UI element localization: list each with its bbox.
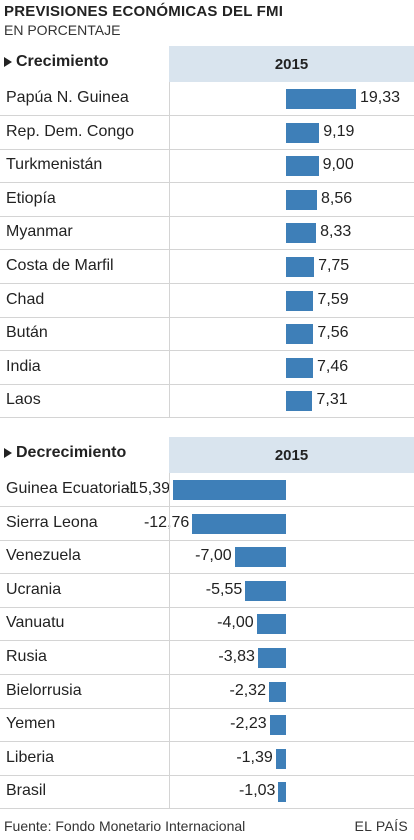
- table-row: Papúa N. Guinea 19,33: [0, 82, 414, 116]
- bar: [286, 290, 314, 311]
- value-label: -1,39: [236, 748, 273, 766]
- decline-divider: [169, 473, 170, 809]
- triangle-icon: [4, 448, 12, 458]
- country-label: India: [6, 357, 41, 375]
- bar: [278, 782, 286, 803]
- growth-label: Crecimiento: [4, 53, 108, 71]
- table-row: Yemen -2,23: [0, 708, 414, 743]
- table-row: Ucrania -5,55: [0, 574, 414, 608]
- chart-title: PREVISIONES ECONÓMICAS DEL FMI: [4, 3, 284, 20]
- table-row: Liberia -1,39: [0, 742, 414, 776]
- bar: [173, 480, 286, 500]
- country-label: Sierra Leona: [6, 513, 98, 531]
- bar: [245, 580, 286, 601]
- value-label: -12,76: [143, 513, 190, 531]
- value-label: -7,00: [195, 547, 232, 565]
- bar: [286, 122, 320, 143]
- value-label: 8,56: [320, 189, 353, 207]
- table-row: Bután 7,56: [0, 317, 414, 352]
- bar: [192, 513, 286, 534]
- table-row: Guinea Ecuatorial -15,39: [0, 473, 414, 507]
- bar: [275, 748, 286, 769]
- country-label: Rusia: [6, 648, 47, 665]
- country-label: Myanmar: [6, 223, 73, 241]
- table-row: Vanuatu -4,00: [0, 607, 414, 642]
- bar: [286, 257, 315, 277]
- growth-title: Crecimiento: [16, 53, 109, 70]
- chart-subtitle: EN PORCENTAJE: [4, 22, 121, 38]
- country-label: Venezuela: [6, 547, 81, 565]
- table-row: Bielorrusia -2,32: [0, 675, 414, 709]
- country-label: Guinea Ecuatorial: [6, 480, 134, 497]
- country-label: Costa de Marfil: [6, 257, 114, 274]
- country-label: Rep. Dem. Congo: [6, 122, 135, 140]
- value-label: 7,31: [316, 391, 348, 409]
- table-row: Turkmenistán 9,00: [0, 149, 414, 184]
- country-label: Ucrania: [6, 580, 62, 598]
- value-label: -2,23: [230, 715, 267, 733]
- country-label: Papúa N. Guinea: [6, 89, 129, 106]
- country-label: Etiopía: [6, 189, 56, 207]
- decline-label: Decrecimiento: [4, 444, 126, 462]
- growth-header: Crecimiento 2015: [0, 46, 414, 82]
- table-row: Myanmar 8,33: [0, 216, 414, 251]
- country-label: Laos: [6, 391, 41, 409]
- value-label: 19,33: [360, 89, 401, 106]
- country-label: Vanuatu: [6, 614, 65, 632]
- bar: [234, 547, 286, 568]
- source-note: Fuente: Fondo Monetario Internacional: [4, 818, 246, 834]
- country-label: Bielorrusia: [6, 681, 82, 699]
- value-label: -2,32: [229, 681, 266, 699]
- country-label: Bután: [6, 324, 48, 342]
- table-row: Rusia -3,83: [0, 641, 414, 675]
- bar: [268, 681, 286, 702]
- table-row: Venezuela -7,00: [0, 540, 414, 575]
- value-label: -4,00: [217, 614, 254, 632]
- triangle-icon: [4, 57, 12, 67]
- country-label: Brasil: [6, 782, 47, 800]
- value-label: -1,03: [238, 782, 276, 800]
- bar: [256, 614, 286, 635]
- brand-logo: EL PAÍS: [354, 818, 408, 834]
- country-label: Yemen: [6, 715, 56, 733]
- decline-title: Decrecimiento: [16, 444, 127, 461]
- country-label: Chad: [6, 290, 45, 308]
- table-row: Chad 7,59: [0, 284, 414, 318]
- value-label: 8,33: [320, 223, 352, 241]
- table-row: Rep. Dem. Congo 9,19: [0, 116, 414, 150]
- bar: [286, 391, 313, 412]
- growth-year-header: 2015: [169, 46, 414, 82]
- table-row: Brasil -1,03: [0, 775, 414, 810]
- value-label: 7,46: [317, 357, 349, 375]
- value-label: -15,39: [124, 480, 170, 497]
- value-label: -3,83: [218, 648, 255, 665]
- country-label: Turkmenistán: [6, 156, 103, 174]
- bar: [286, 89, 356, 109]
- bar: [286, 189, 317, 210]
- bar: [257, 648, 286, 668]
- value-label: 7,56: [317, 324, 349, 342]
- value-label: -5,55: [205, 580, 243, 598]
- value-label: 9,00: [322, 156, 354, 174]
- table-row: Laos 7,31: [0, 384, 414, 419]
- growth-divider: [169, 82, 170, 418]
- bar: [286, 156, 319, 177]
- value-label: 7,75: [318, 257, 350, 274]
- bar: [286, 223, 317, 244]
- value-label: 9,19: [323, 122, 355, 140]
- bar: [269, 715, 286, 736]
- table-row: Etiopía 8,56: [0, 183, 414, 217]
- table-row: Sierra Leona -12,76: [0, 507, 414, 541]
- decline-year-header: 2015: [169, 437, 414, 473]
- value-label: 7,59: [317, 290, 349, 308]
- bar: [286, 324, 314, 345]
- decline-header: Decrecimiento 2015: [0, 437, 414, 473]
- table-row: India 7,46: [0, 351, 414, 385]
- bar: [286, 357, 313, 378]
- table-row: Costa de Marfil 7,75: [0, 250, 414, 284]
- country-label: Liberia: [6, 748, 55, 766]
